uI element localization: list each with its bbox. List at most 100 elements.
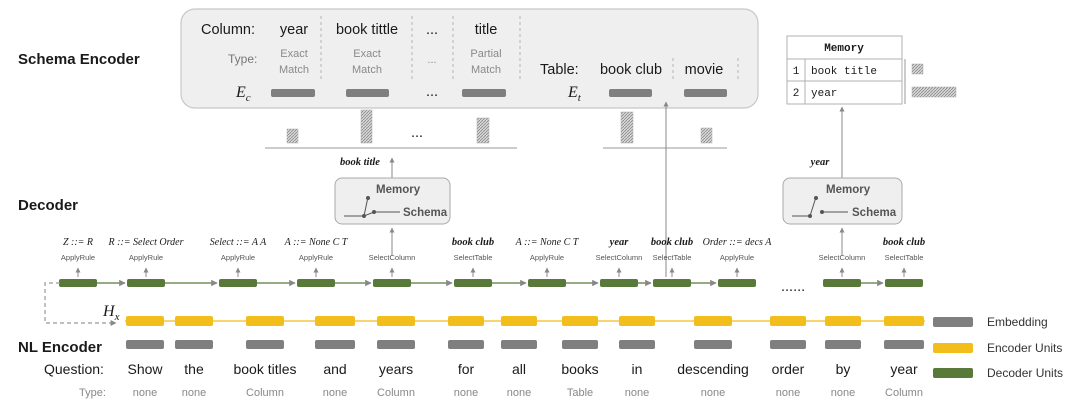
schema-column-type: Exact	[280, 48, 308, 60]
decoder-action: SelectColumn	[369, 253, 416, 262]
legend-swatch	[933, 368, 973, 378]
memory-row-index: 2	[793, 88, 800, 100]
attention-weight-bar	[476, 117, 490, 144]
type-header: Type:	[228, 52, 257, 66]
decoder-rule: R ::= Select Order	[108, 237, 184, 248]
column-attention: ...	[265, 109, 517, 149]
encoder-unit	[315, 316, 355, 326]
pointer-box-frame	[334, 177, 451, 225]
legend-swatch	[933, 317, 973, 327]
schema-column-name: year	[280, 22, 308, 38]
pointer-output: year	[809, 157, 831, 168]
decoder-action: ApplyRule	[129, 253, 163, 262]
question-label: Question:	[44, 361, 104, 377]
decoder-rule: A ::= None C T	[515, 237, 580, 248]
question-token: for	[458, 361, 475, 377]
table-embedding	[684, 89, 727, 97]
memory-weight-bar	[911, 63, 924, 75]
word-embedding	[501, 340, 537, 349]
memory-table-frame	[786, 35, 903, 105]
encoder-unit	[126, 316, 164, 326]
token-type: none	[454, 387, 478, 399]
schema-table-name: movie	[685, 62, 724, 78]
token-type: none	[507, 387, 531, 399]
schema-table-name: book club	[600, 62, 662, 78]
word-embedding	[884, 340, 924, 349]
question-token: by	[836, 361, 851, 377]
decoder-label: Decoder	[18, 197, 78, 214]
decoder-rule: A ::= None C T	[284, 237, 349, 248]
attention-weight-bar	[286, 128, 299, 144]
question-token: year	[890, 361, 918, 377]
attention-ellipsis: ...	[411, 125, 423, 141]
word-embedding	[825, 340, 861, 349]
schema-column-type: Match	[279, 64, 309, 76]
column-header: Column:	[201, 22, 255, 38]
encoder-unit	[825, 316, 861, 326]
word-embedding	[246, 340, 284, 349]
token-type: Column	[246, 387, 284, 399]
decoder-rule: year	[608, 237, 630, 248]
hx-connection	[44, 282, 117, 326]
question-token: books	[561, 361, 598, 377]
schema-column-type: Match	[471, 64, 501, 76]
decoder-action: SelectTable	[653, 253, 692, 262]
schema-column-type: ...	[427, 54, 436, 66]
word-embedding	[562, 340, 598, 349]
memory-row-index: 1	[793, 66, 800, 78]
pointer-memory-label: Memory	[376, 184, 421, 196]
table-header: Table:	[540, 62, 579, 78]
word-embedding	[448, 340, 484, 349]
token-type: none	[323, 387, 347, 399]
column-embedding	[346, 89, 389, 97]
pointer-schema-label: Schema	[403, 207, 448, 219]
encoder-unit	[884, 316, 924, 326]
word-embedding	[377, 340, 415, 349]
et-label: Et	[567, 84, 582, 104]
question-token: years	[379, 361, 413, 377]
word-embedding	[175, 340, 213, 349]
word-embedding	[126, 340, 164, 349]
decoder-unit	[59, 279, 97, 287]
token-type: Column	[377, 387, 415, 399]
question-token: Show	[127, 361, 163, 377]
decoder-rule: Z ::= R	[63, 237, 93, 248]
encoder-unit	[175, 316, 213, 326]
question-token: book titles	[233, 361, 296, 377]
nl-encoder-label: NL Encoder	[18, 339, 102, 356]
encoder-unit	[694, 316, 732, 326]
question-token: in	[632, 361, 643, 377]
decoder-ellipsis: ......	[781, 279, 805, 295]
decoder-action: ApplyRule	[221, 253, 255, 262]
token-type: none	[776, 387, 800, 399]
schema-column-type: Match	[352, 64, 382, 76]
decoder-unit	[373, 279, 411, 287]
decoder-rule: book club	[452, 237, 494, 248]
attention-weight-bar	[620, 111, 634, 144]
pointer-box: year Memory Schema	[782, 106, 903, 225]
embedding-ellipsis: ...	[426, 84, 438, 100]
decoder-unit	[219, 279, 257, 287]
token-type: Table	[567, 387, 593, 399]
legend: Embedding Encoder Units Decoder Units	[933, 315, 1063, 380]
question-token: the	[184, 361, 204, 377]
legend-label: Encoder Units	[987, 341, 1062, 355]
ec-label: Ec	[235, 84, 251, 104]
decoder-action: ApplyRule	[530, 253, 564, 262]
word-embedding	[770, 340, 806, 349]
decoder-action: SelectColumn	[819, 253, 866, 262]
decoder-action: SelectColumn	[596, 253, 643, 262]
question-token: order	[772, 361, 805, 377]
attention-weight-bar	[360, 109, 373, 144]
pointer-box: book title Memory Schema	[334, 157, 451, 225]
legend-label: Decoder Units	[987, 366, 1063, 380]
pointer-box-frame	[782, 177, 903, 225]
pointer-switch	[344, 211, 400, 217]
decoder-unit	[653, 279, 691, 287]
schema-column-name: title	[475, 22, 498, 38]
token-type: none	[625, 387, 649, 399]
pointer-output: book title	[340, 157, 380, 168]
encoder-row	[125, 316, 925, 349]
pointer-schema-label: Schema	[852, 207, 897, 219]
